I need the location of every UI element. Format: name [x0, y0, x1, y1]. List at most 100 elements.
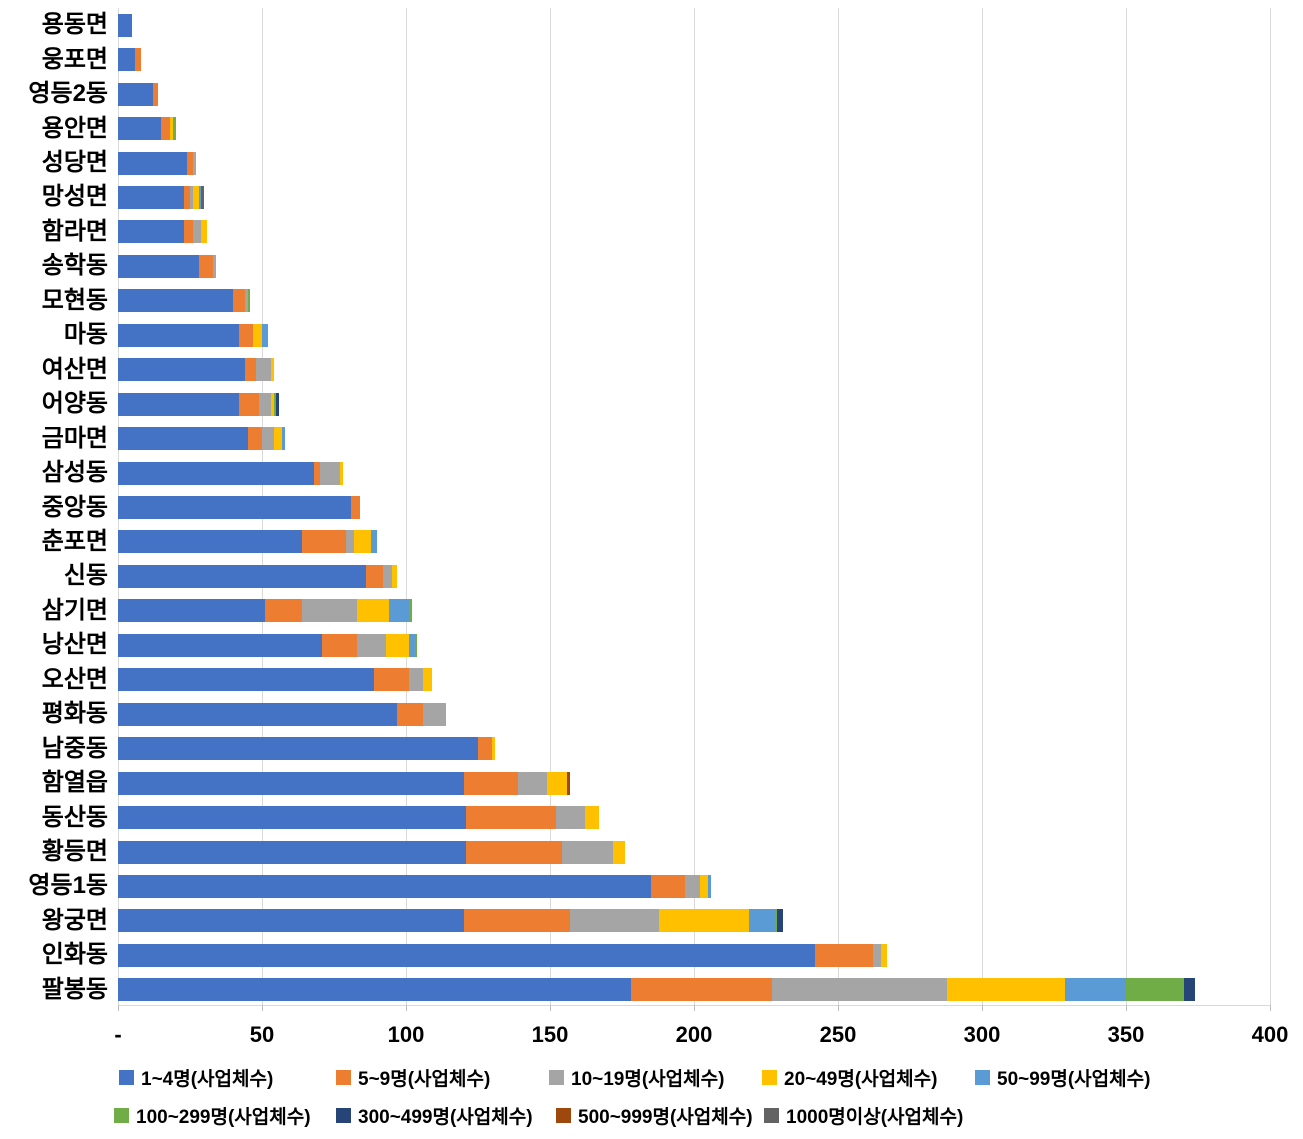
bar-row [118, 564, 398, 588]
bar-segment [354, 530, 372, 554]
bar-segment [388, 599, 409, 623]
bar-row [118, 943, 887, 967]
axis-tickmark [406, 1005, 407, 1011]
bar-segment [261, 323, 268, 347]
category-label: 낭산면 [41, 631, 108, 659]
bar-segment [270, 358, 274, 382]
bar-segment [118, 82, 153, 106]
bar-segment [118, 771, 464, 795]
bar-row [118, 117, 176, 141]
gridline [838, 8, 839, 1005]
legend-swatch [336, 1107, 351, 1123]
bar-segment [414, 633, 418, 657]
x-tick-label: 100 [387, 1022, 425, 1047]
bar-segment [659, 909, 749, 933]
legend-swatch [556, 1107, 571, 1123]
axis-tickmark [1270, 1005, 1271, 1011]
category-label: 여산면 [41, 355, 108, 383]
bar-segment [118, 599, 265, 623]
axis-tickmark [1126, 1005, 1127, 1011]
x-tick-label: 250 [819, 1022, 857, 1047]
legend-item: 1000명이상(사업체수) [764, 1104, 964, 1128]
legend-swatch [764, 1107, 779, 1123]
bar-row [118, 530, 378, 554]
bar-segment [118, 978, 631, 1002]
bar-segment [118, 909, 464, 933]
bar-segment [189, 185, 193, 209]
gridline [550, 8, 551, 1005]
plot-area [118, 8, 1271, 1006]
bar-segment [357, 599, 389, 623]
x-tick-label: 50 [249, 1022, 275, 1047]
legend-label: 100~299명(사업체수) [136, 1106, 311, 1128]
legend-item: 20~49명(사업체수) [762, 1066, 937, 1090]
bar-segment [118, 633, 323, 657]
bar-row [118, 874, 712, 898]
bar-row [118, 323, 268, 347]
gridline [1270, 8, 1271, 1005]
bar-segment [184, 220, 193, 244]
category-label: 모현동 [41, 286, 108, 314]
bar-segment [118, 185, 185, 209]
bar-segment [774, 909, 778, 933]
bar-segment [118, 806, 467, 830]
category-label: 황등면 [41, 838, 108, 866]
category-label: 송학동 [41, 252, 108, 280]
bar-segment [708, 874, 712, 898]
bar-segment [256, 358, 271, 382]
bar-segment [319, 461, 340, 485]
bar-segment [172, 117, 176, 141]
bar-segment [118, 220, 185, 244]
bar-segment [118, 48, 136, 72]
legend-label: 1~4명(사업체수) [141, 1068, 274, 1090]
bar-segment [1065, 978, 1126, 1002]
bar-segment [118, 737, 478, 761]
legend-label: 1000명이상(사업체수) [786, 1106, 964, 1128]
bar-segment [213, 254, 216, 278]
bar-row [118, 806, 599, 830]
legend-item: 5~9명(사업체수) [336, 1066, 490, 1090]
bar-segment [650, 874, 686, 898]
bar-segment [365, 564, 383, 588]
bar-segment [748, 909, 775, 933]
bar-segment [192, 185, 199, 209]
bar-segment [253, 323, 262, 347]
category-label: 신동 [63, 562, 108, 590]
bar-row [118, 771, 571, 795]
bar-segment [261, 427, 274, 451]
category-label: 어양동 [41, 390, 108, 418]
bar-segment [345, 530, 355, 554]
bar-segment [492, 737, 496, 761]
bar-segment [118, 668, 375, 692]
bar-row [118, 427, 285, 451]
bar-segment [408, 668, 424, 692]
bar-row [118, 289, 251, 313]
bar-segment [570, 909, 660, 933]
bar-row [118, 496, 360, 520]
bar-segment [771, 978, 948, 1002]
bar-segment [118, 702, 398, 726]
bar-segment [463, 909, 571, 933]
bar-row [118, 220, 208, 244]
category-label: 오산면 [41, 665, 108, 693]
bar-segment [192, 220, 202, 244]
bar-row [118, 48, 142, 72]
legend-label: 300~499명(사업체수) [358, 1106, 533, 1128]
bar-segment [547, 771, 568, 795]
bar-segment [270, 392, 274, 416]
bar-row [118, 185, 205, 209]
category-label: 남중동 [41, 734, 108, 762]
category-label: 삼기면 [41, 596, 108, 624]
bar-segment [118, 151, 188, 175]
bar-segment [118, 840, 467, 864]
axis-tickmark [982, 1005, 983, 1011]
bar-segment [273, 392, 277, 416]
legend-swatch [975, 1069, 990, 1085]
bar-segment [192, 151, 196, 175]
bar-segment [264, 599, 303, 623]
bar-row [118, 840, 625, 864]
bar-segment [184, 185, 190, 209]
category-label: 마동 [63, 321, 108, 349]
axis-tickmark [550, 1005, 551, 1011]
bar-segment [276, 392, 280, 416]
